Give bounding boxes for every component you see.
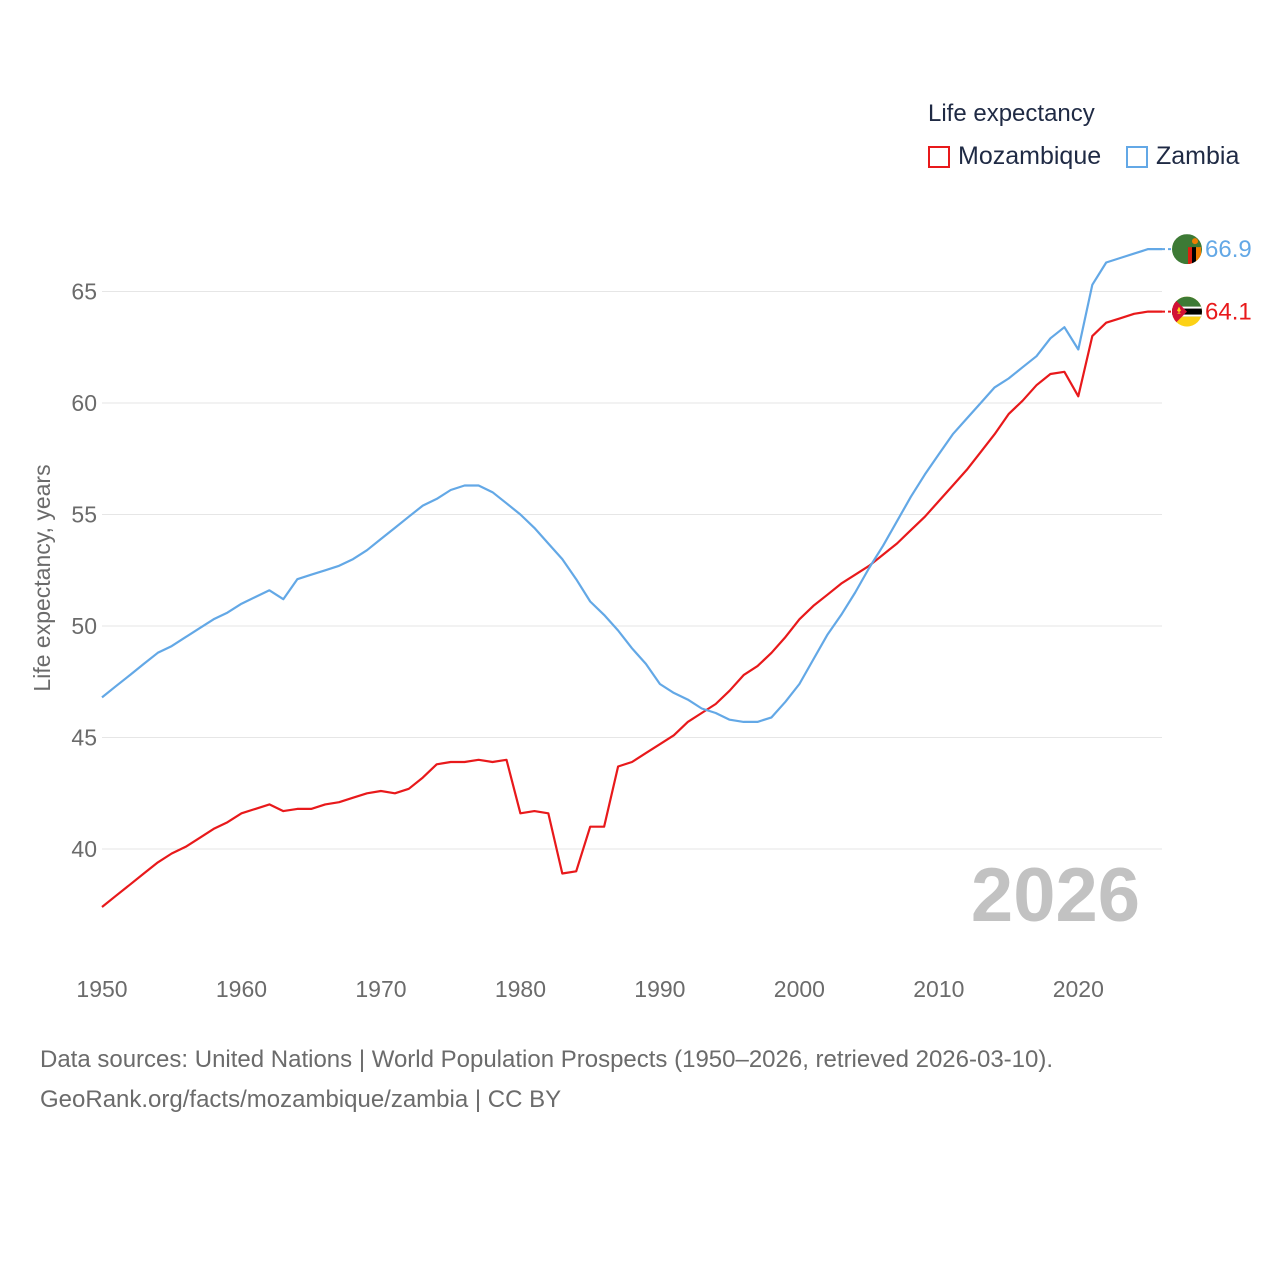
legend-item-mozambique[interactable]: Mozambique (928, 142, 1101, 171)
series-line-mozambique[interactable] (101, 310, 1162, 908)
x-tick-label: 2000 (774, 976, 825, 1002)
end-label-zambia: 66.9 (1205, 236, 1252, 263)
y-axis-label: Life expectancy, years (29, 464, 55, 691)
y-tick-label: 65 (71, 279, 97, 305)
x-axis-ticks: 1950 1960 1970 1980 1990 2000 2010 2020 (76, 976, 1103, 1002)
end-labels: 64.1 66.9 (1205, 236, 1252, 325)
y-tick-label: 60 (71, 390, 97, 416)
x-tick-label: 2010 (913, 976, 964, 1002)
legend-item-zambia[interactable]: Zambia (1126, 142, 1239, 171)
y-axis-ticks: 40 45 50 55 60 65 (71, 279, 97, 863)
legend-swatch-mozambique (928, 145, 950, 168)
x-tick-label: 1990 (634, 976, 685, 1002)
x-tick-label: 2020 (1053, 976, 1104, 1002)
x-tick-label: 1980 (495, 976, 546, 1002)
legend-label-zambia: Zambia (1156, 142, 1240, 170)
end-markers (1172, 234, 1202, 327)
grid-lines (102, 291, 1162, 850)
legend-swatch-zambia (1126, 145, 1148, 168)
x-tick-label: 1970 (355, 976, 406, 1002)
y-tick-label: 40 (71, 836, 97, 862)
y-tick-label: 50 (71, 613, 97, 639)
series-lines (101, 248, 1172, 908)
end-label-mozambique: 64.1 (1205, 299, 1252, 326)
x-tick-label: 1960 (216, 976, 267, 1002)
source-line-1: Data sources: United Nations | World Pop… (40, 1046, 1054, 1073)
year-watermark: 2026 (970, 853, 1140, 938)
zambia-flag-icon (1172, 234, 1202, 265)
legend-title: Life expectancy (928, 100, 1095, 127)
y-tick-label: 45 (71, 725, 97, 751)
source-line-2: GeoRank.org/facts/mozambique/zambia | CC… (40, 1086, 562, 1113)
mozambique-flag-icon (1172, 296, 1202, 327)
legend-label-mozambique: Mozambique (958, 142, 1102, 170)
series-line-zambia[interactable] (101, 248, 1162, 724)
x-tick-label: 1950 (76, 976, 127, 1002)
y-tick-label: 55 (71, 502, 97, 528)
